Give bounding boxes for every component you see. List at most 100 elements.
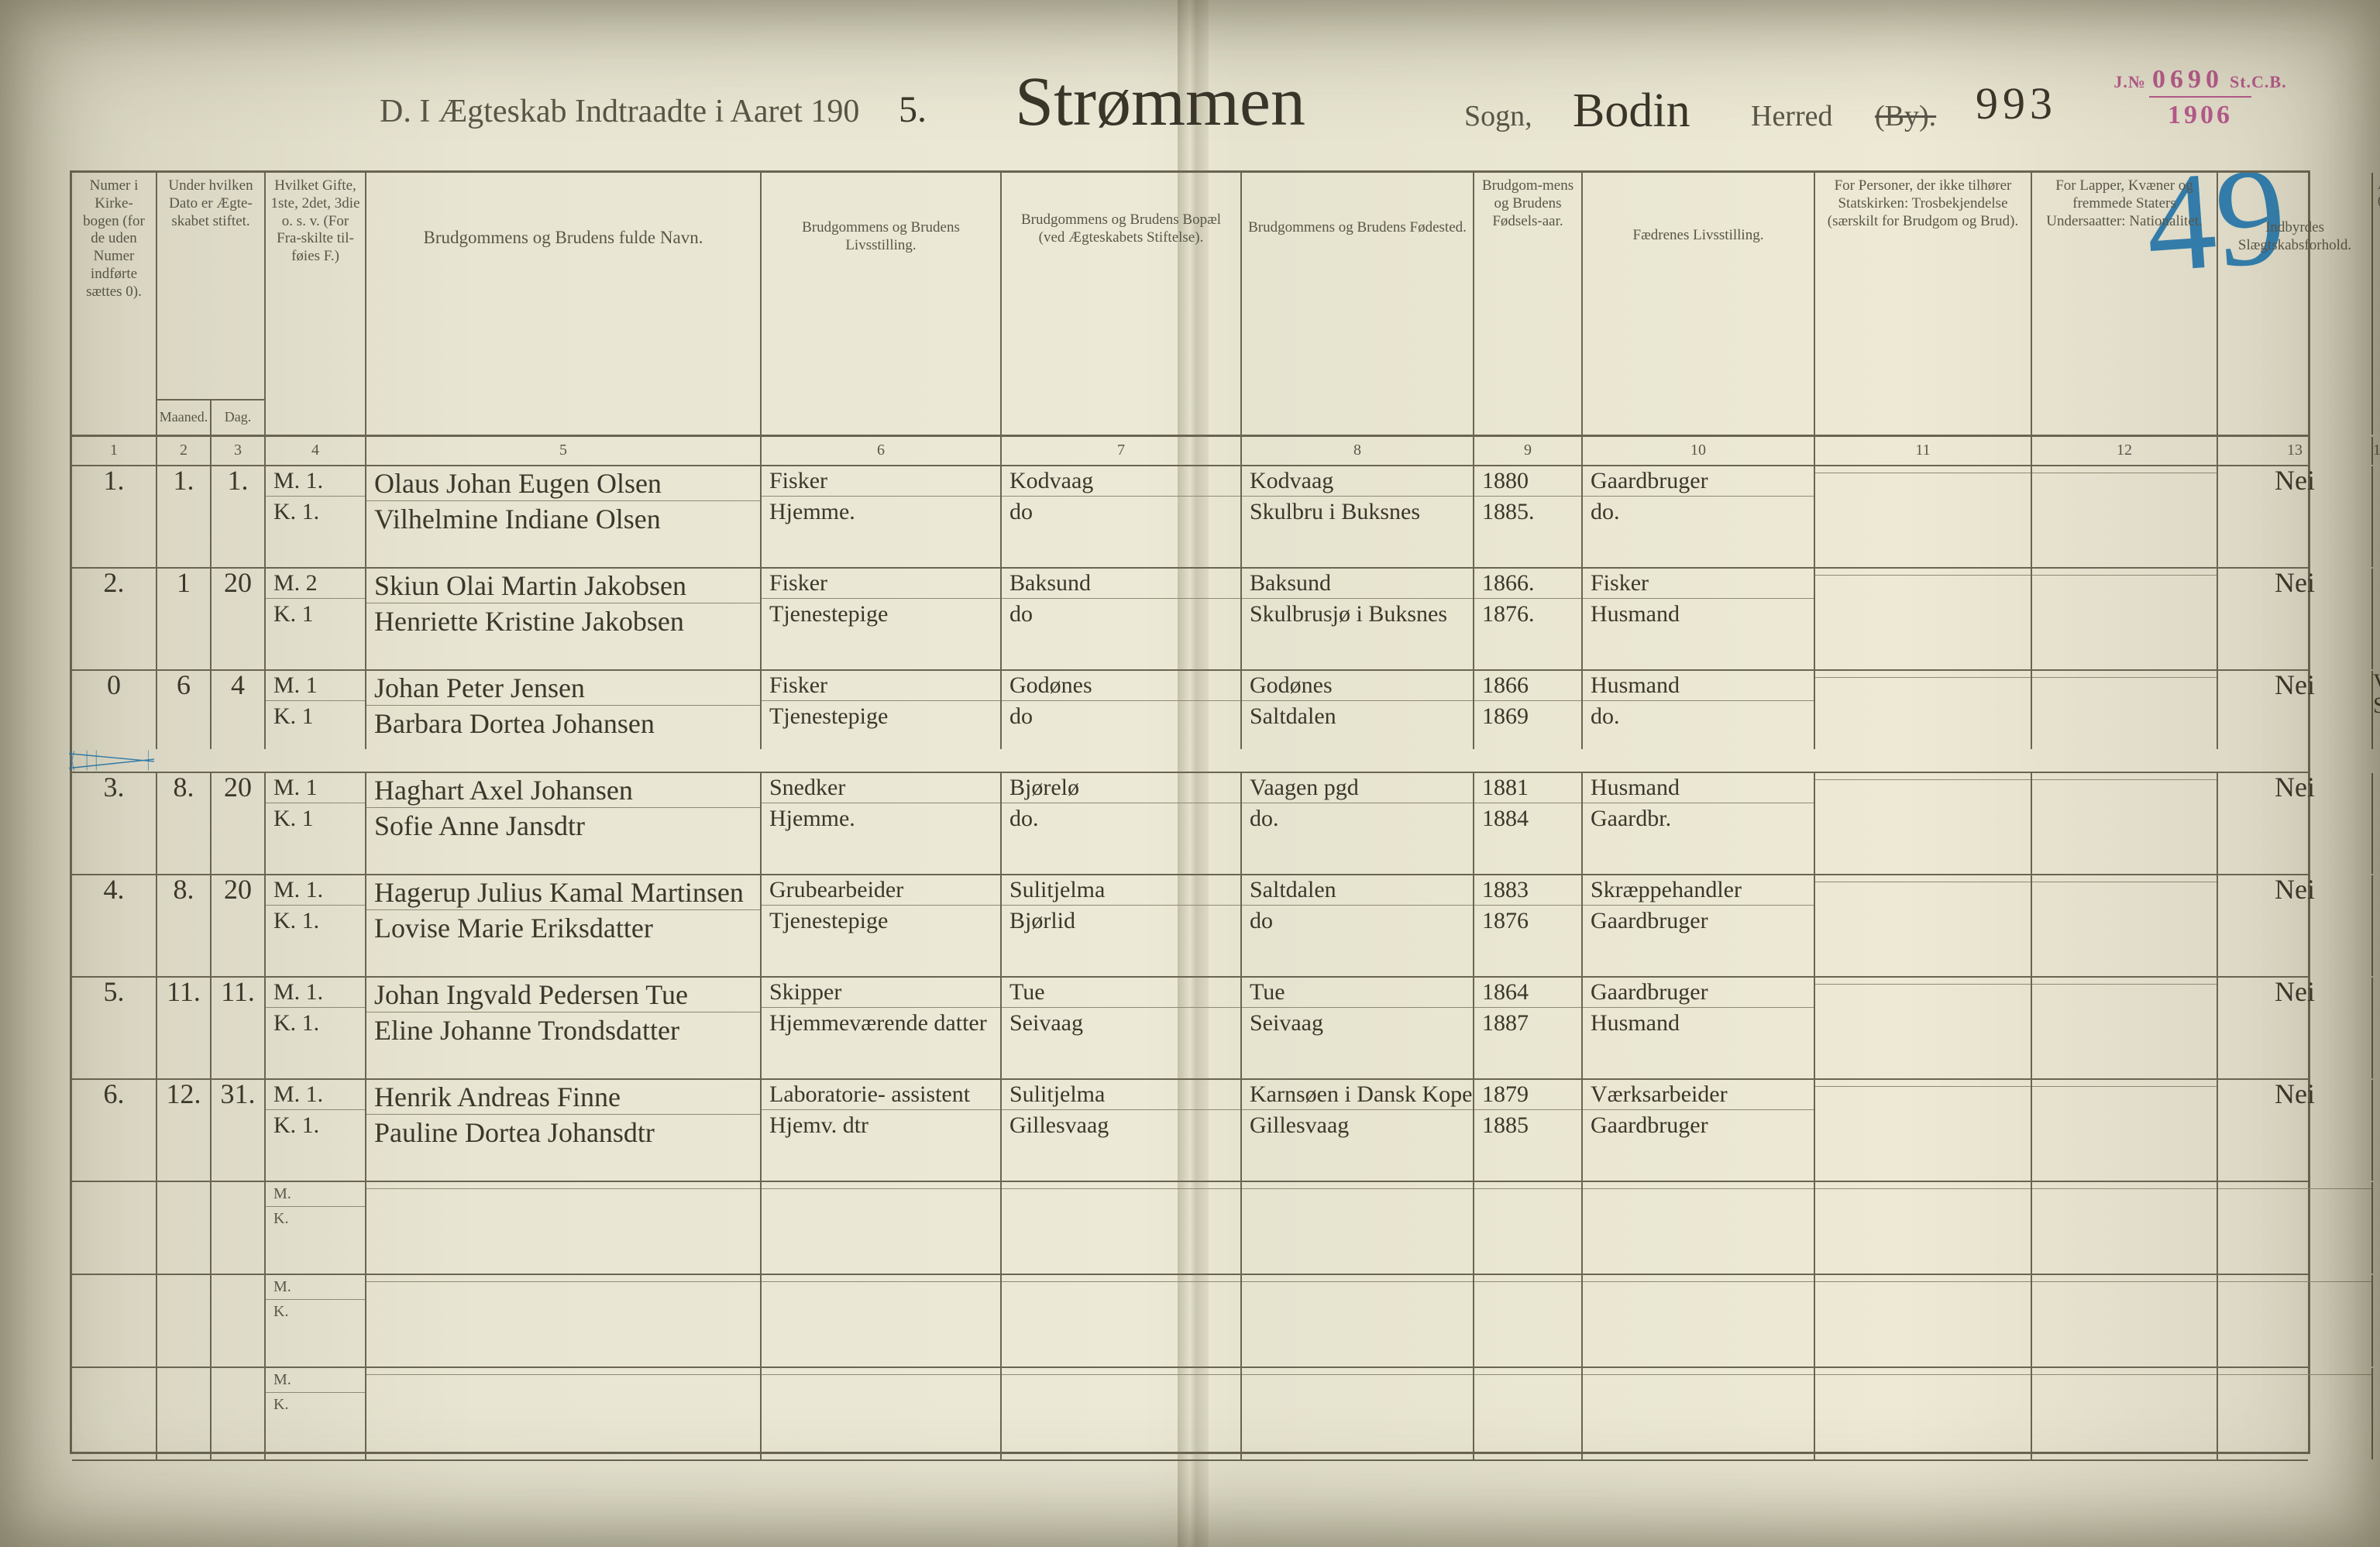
table-cell: Lovise Marie Eriksdatter: [366, 910, 760, 945]
cell-birthyear: 18801885.: [1474, 466, 1581, 527]
table-cell: 1866: [1474, 671, 1581, 701]
table-cell: Værksarbeider: [1583, 1080, 1814, 1110]
table-cell: [2032, 671, 2217, 678]
table-cell: 1876: [1474, 906, 1581, 936]
cell-names: Skiun Olai Martin JakobsenHenriette Kris…: [366, 569, 760, 638]
table-cell: [2032, 978, 2217, 985]
cell-number: 2.: [72, 569, 156, 596]
table-cell: 1885: [1474, 1110, 1581, 1140]
cell-residence: SulitjelmaBjørlid: [1002, 875, 1240, 936]
page-number: 993: [1976, 77, 2057, 129]
register-table: Numer i Kirke-bogen (for de uden Numer i…: [70, 170, 2310, 1454]
col-header-5: Brudgommens og Brudens fulde Navn.: [366, 173, 762, 435]
col-header-3: Dag.: [212, 401, 264, 435]
table-cell: [2032, 473, 2217, 480]
col-header-2: Maaned.: [157, 401, 212, 435]
table-cell: [2218, 1182, 2371, 1189]
table-cell: do: [1242, 906, 1473, 936]
cell-relationship: Nei: [2218, 773, 2371, 801]
col-header-10: Fædrenes Livsstilling.: [1583, 173, 1815, 435]
table-cell: Henrik Andreas Finne: [366, 1080, 760, 1115]
title-row: D. I Ægteskab Indtraadte i Aaret 190 5. …: [85, 62, 2295, 155]
table-cell: Gaardbruger: [1583, 978, 1814, 1008]
cell-names: Johan Ingvald Pedersen TueEline Johanne …: [366, 978, 760, 1047]
cell-relationship: Nei: [2218, 978, 2371, 1006]
table-cell: [1815, 978, 2031, 985]
table-cell: Sofie Anne Jansdtr: [366, 808, 760, 843]
cell-number: 3.: [72, 773, 156, 801]
table-cell: Gaardbruger: [1583, 1110, 1814, 1140]
table-cell: Sulitjelma: [1002, 1080, 1240, 1110]
table-cell: [1474, 1182, 1581, 1189]
cell-birthplace: Karnsøen i Dansk KopervikGillesvaag: [1242, 1080, 1473, 1140]
table-cell: [1583, 1182, 1814, 1189]
cell-faith: [1815, 671, 2031, 685]
cell-residence: Baksunddo: [1002, 569, 1240, 629]
cell-number: 5.: [72, 978, 156, 1006]
cell-gifte: M. 1.K. 1.: [266, 466, 365, 527]
table-row: 064M. 1K. 1Johan Peter JensenBarbara Dor…: [72, 671, 2308, 773]
table-row: 4.8.20M. 1.K. 1.Hagerup Julius Kamal Mar…: [72, 875, 2308, 978]
table-cell: Barbara Dortea Johansen: [366, 706, 760, 741]
table-cell: [1815, 1375, 2031, 1382]
table-cell: [1242, 1182, 1473, 1189]
table-cell: Saltdalen: [1242, 701, 1473, 731]
table-cell: [762, 1282, 1000, 1289]
table-cell: [1474, 1275, 1581, 1282]
cell-birthplace: BaksundSkulbrusjø i Buksnes: [1242, 569, 1473, 629]
cell-nationality: [2032, 978, 2217, 992]
table-cell: Husmand: [1583, 671, 1814, 701]
table-cell: Hjemmeværende datter: [762, 1008, 1000, 1038]
cell-residence: Kodvaagdo: [1002, 466, 1240, 527]
cell-gifte-k: K. 1.: [266, 497, 365, 527]
cell-gifte-m: M. 1.: [266, 1080, 365, 1110]
table-cell: Tjenestepige: [762, 906, 1000, 936]
colnum-4: 4: [266, 437, 366, 465]
colnum-11: 11: [1815, 437, 2032, 465]
col-header-13: Indbyrdes Slægtskabsforhold.: [2218, 173, 2373, 435]
cell-gifte-m: M. 2: [266, 569, 365, 599]
cell-gifte-m: M. 1.: [266, 875, 365, 906]
mk-label-k: K.: [266, 1393, 365, 1418]
cell-day: 20: [212, 569, 264, 596]
cell-gifte-m: M. 1.: [266, 466, 365, 497]
table-cell: [1815, 985, 2031, 992]
cell-gifte: M. 2K. 1: [266, 569, 365, 629]
cell-gifte-m: M. 1: [266, 773, 365, 803]
table-cell: 1879: [1474, 1080, 1581, 1110]
table-cell: Bjørelø: [1002, 773, 1240, 803]
cell-father: Gaardbrugerdo.: [1583, 466, 1814, 527]
cell-birthyear: 18641887: [1474, 978, 1581, 1038]
table-cell: [1474, 1375, 1581, 1382]
col-header-1: Numer i Kirke-bogen (for de uden Numer i…: [72, 173, 157, 435]
table-cell: [2032, 1087, 2217, 1094]
stamp-jnr: J.№: [2113, 72, 2146, 91]
cell-month: 11.: [157, 978, 210, 1006]
table-cell: Grubearbeider: [762, 875, 1000, 906]
cell-occupation: Laboratorie- assistentHjemv. dtr: [762, 1080, 1000, 1140]
column-number-row: 1 2 3 4 5 6 7 8 9 10 11 12 13 14: [72, 437, 2308, 466]
table-cell: [2032, 576, 2217, 583]
by-struck: (By).: [1875, 99, 1936, 133]
cell-residence: SulitjelmaGillesvaag: [1002, 1080, 1240, 1140]
cell-father: FiskerHusmand: [1583, 569, 1814, 629]
table-cell: Tue: [1242, 978, 1473, 1008]
cell-faith: [1815, 1080, 2031, 1094]
cell-nationality: [2032, 875, 2217, 889]
table-cell: Olaus Johan Eugen Olsen: [366, 466, 760, 501]
cell-number: 0: [72, 671, 156, 699]
table-cell: [1583, 1189, 1814, 1196]
cell-father: Husmanddo.: [1583, 671, 1814, 731]
table-cell: [1242, 1189, 1473, 1196]
col-header-8: Brudgommens og Brudens Fødested.: [1242, 173, 1474, 435]
table-cell: Hjemme.: [762, 497, 1000, 527]
table-cell: [1815, 569, 2031, 576]
table-cell: 1887: [1474, 1008, 1581, 1038]
table-cell: Husmand: [1583, 599, 1814, 629]
table-cell: Johan Peter Jensen: [366, 671, 760, 706]
table-cell: [1815, 882, 2031, 889]
table-cell: 1866.: [1474, 569, 1581, 599]
table-cell: [2032, 882, 2217, 889]
mk-label-k: K.: [266, 1207, 365, 1232]
table-cell: Vaagen pgd: [1242, 773, 1473, 803]
